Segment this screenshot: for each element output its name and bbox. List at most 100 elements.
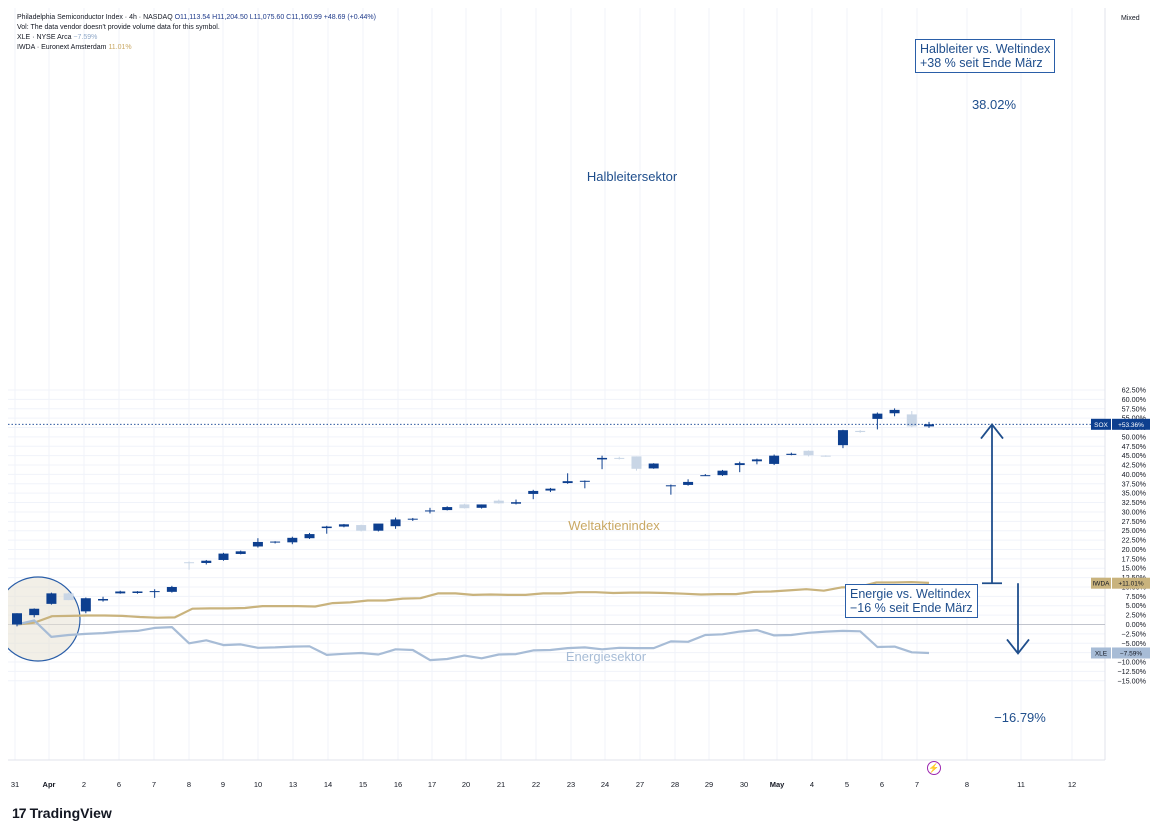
- candle-body: [493, 500, 504, 504]
- x-tick-label: 7: [915, 780, 919, 789]
- flash-event-icon[interactable]: ⚡: [927, 761, 941, 775]
- x-tick-label: 6: [117, 780, 121, 789]
- y-tick-label: −2.50%: [1121, 629, 1146, 638]
- legend-iwda-symbol: IWDA · Euronext Amsterdam: [17, 44, 107, 51]
- x-tick-label: 12: [1068, 780, 1076, 789]
- y-tick-label: 20.00%: [1122, 545, 1147, 554]
- x-tick-label: 20: [462, 780, 470, 789]
- candle-body: [287, 537, 298, 543]
- price-tag-value: [1112, 418, 1150, 430]
- arrow-semis-head: [980, 423, 1004, 440]
- annotation-box-energy: Energie vs. Weltindex −16 % seit Ende Mä…: [845, 584, 978, 618]
- pct-semis-label: 38.02%: [972, 97, 1017, 112]
- y-tick-label: −5.00%: [1121, 639, 1146, 648]
- chart-svg[interactable]: 62.50%60.00%57.50%55.00%52.50%50.00%47.5…: [8, 8, 1158, 794]
- price-tag-symbol: [1091, 418, 1111, 430]
- price-tag-symbol-text: XLE: [1095, 650, 1108, 657]
- y-tick-label: 30.00%: [1122, 507, 1147, 516]
- legend-sox-ohlc: O11,113.54 H11,204.50 L11,075.60 C11,160…: [174, 14, 376, 21]
- price-tag-symbol-text: IWDA: [1093, 581, 1111, 588]
- y-tick-label: −15.00%: [1117, 676, 1146, 685]
- pct-energy-label: −16.79%: [994, 710, 1046, 725]
- candle-body: [270, 541, 281, 543]
- y-tick-label: 7.50%: [1126, 592, 1147, 601]
- y-tick-label: 55.00%: [1122, 414, 1147, 423]
- y-tick-label: 35.00%: [1122, 489, 1147, 498]
- candle-body: [511, 502, 522, 504]
- y-tick-label: 15.00%: [1122, 564, 1147, 573]
- price-tag-symbol: [1091, 647, 1111, 659]
- price-tag-value: [1112, 577, 1150, 589]
- price-tag-value: [1112, 647, 1150, 659]
- legend-line-sox: Philadelphia Semiconductor Index · 4h · …: [17, 13, 376, 23]
- price-tag-value-text: −7.59%: [1120, 650, 1142, 657]
- x-tick-label: 14: [324, 780, 332, 789]
- x-tick-label: 23: [567, 780, 575, 789]
- candle-body: [820, 455, 831, 457]
- y-tick-label: 60.00%: [1122, 395, 1147, 404]
- x-tick-label: 30: [740, 780, 748, 789]
- candle-body: [149, 591, 160, 593]
- candle-body: [98, 598, 109, 601]
- x-tick-label: 8: [187, 780, 191, 789]
- scale-mode-button[interactable]: Mixed: [1121, 15, 1140, 22]
- candle-body: [614, 457, 625, 459]
- price-tag-symbol-text: SOX: [1094, 422, 1108, 429]
- plot-area: [8, 8, 1105, 760]
- candle-body: [390, 519, 401, 527]
- y-tick-label: 25.00%: [1122, 526, 1147, 535]
- annotation-box-semis-line1: Halbleiter vs. Weltindex: [920, 42, 1051, 56]
- candle-body: [700, 475, 711, 477]
- x-tick-label: 28: [671, 780, 679, 789]
- legend-line-xle: XLE · NYSE Arca −7.59%: [17, 33, 97, 43]
- y-tick-label: 5.00%: [1126, 601, 1147, 610]
- candle-body: [12, 613, 22, 625]
- candle-body: [80, 598, 91, 612]
- legend-line-vol: Vol: The data vendor doesn't provide vol…: [17, 24, 220, 31]
- x-tick-label: 13: [289, 780, 297, 789]
- candle-body: [29, 608, 40, 616]
- y-tick-label: 40.00%: [1122, 470, 1147, 479]
- y-tick-label: 17.50%: [1122, 554, 1147, 563]
- x-tick-label: 29: [705, 780, 713, 789]
- candle-body: [837, 430, 848, 446]
- candle-body: [46, 593, 57, 604]
- candle-body: [528, 490, 539, 494]
- candle-body: [648, 463, 659, 469]
- x-tick-label: 6: [880, 780, 884, 789]
- y-tick-label: 37.50%: [1122, 479, 1147, 488]
- x-tick-label: 24: [601, 780, 609, 789]
- x-tick-label: 27: [636, 780, 644, 789]
- y-tick-label: −10.00%: [1117, 658, 1146, 667]
- candle-body: [373, 523, 384, 531]
- x-tick-label: May: [770, 780, 785, 789]
- y-tick-label: 0.00%: [1126, 620, 1147, 629]
- arrow-energy-head: [1006, 638, 1030, 655]
- label-world: Weltaktienindex: [568, 518, 660, 533]
- x-tick-label: Apr: [43, 780, 56, 789]
- candle-body: [769, 455, 780, 464]
- x-tick-label: 2: [82, 780, 86, 789]
- x-tick-label: 16: [394, 780, 402, 789]
- tradingview-logo-text: TradingView: [29, 805, 112, 821]
- iwda-line: [16, 581, 930, 626]
- candle-body: [407, 518, 418, 520]
- tradingview-logo[interactable]: 17 TradingView: [12, 805, 112, 821]
- candle-body: [545, 488, 556, 491]
- chart-frame[interactable]: 62.50%60.00%57.50%55.00%52.50%50.00%47.5…: [8, 8, 1158, 794]
- y-tick-label: 62.50%: [1122, 386, 1147, 395]
- candle-body: [63, 593, 74, 601]
- y-tick-label: 12.50%: [1122, 573, 1147, 582]
- y-tick-label: 2.50%: [1126, 611, 1147, 620]
- price-tag-value-text: +53.36%: [1118, 422, 1144, 429]
- candle-body: [906, 414, 917, 427]
- x-tick-label: 5: [845, 780, 849, 789]
- y-tick-label: 45.00%: [1122, 451, 1147, 460]
- candle-body: [252, 541, 263, 547]
- y-tick-label: 27.50%: [1122, 517, 1147, 526]
- candle-body: [855, 430, 866, 433]
- y-tick-label: 50.00%: [1122, 432, 1147, 441]
- candle-body: [459, 504, 470, 509]
- candle-body: [132, 591, 143, 593]
- annotation-box-energy-line2: −16 % seit Ende März: [850, 601, 973, 615]
